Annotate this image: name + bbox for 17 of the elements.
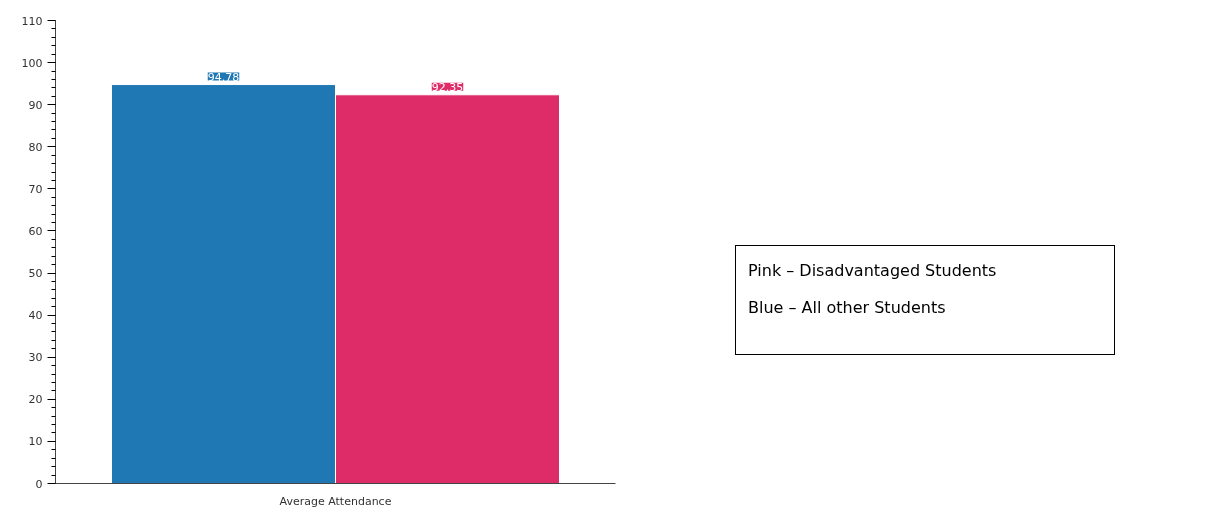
y-tick-label: 0 (35, 477, 43, 491)
y-tick-label: 20 (28, 393, 43, 407)
text: Pink – Disadvantaged Students (748, 260, 997, 282)
y-tick-label: 70 (28, 182, 43, 196)
y-tick-label: 100 (21, 56, 43, 70)
data-label: 94.78 (207, 70, 240, 84)
text: Blue – All other Students (748, 296, 947, 319)
y-tick-label: 80 (28, 140, 43, 154)
data-label: 92.35 (431, 80, 464, 94)
y-tick-label: 110 (21, 14, 43, 28)
y-tick-label: 10 (28, 435, 43, 449)
y-tick-label: 60 (28, 224, 43, 238)
y-tick-label: 40 (28, 309, 43, 323)
y-tick-label: 90 (28, 98, 43, 112)
y-tick-label: 50 (28, 267, 43, 281)
x-tick-label: Average Attendance (279, 494, 392, 508)
y-tick-label: 30 (28, 351, 43, 365)
